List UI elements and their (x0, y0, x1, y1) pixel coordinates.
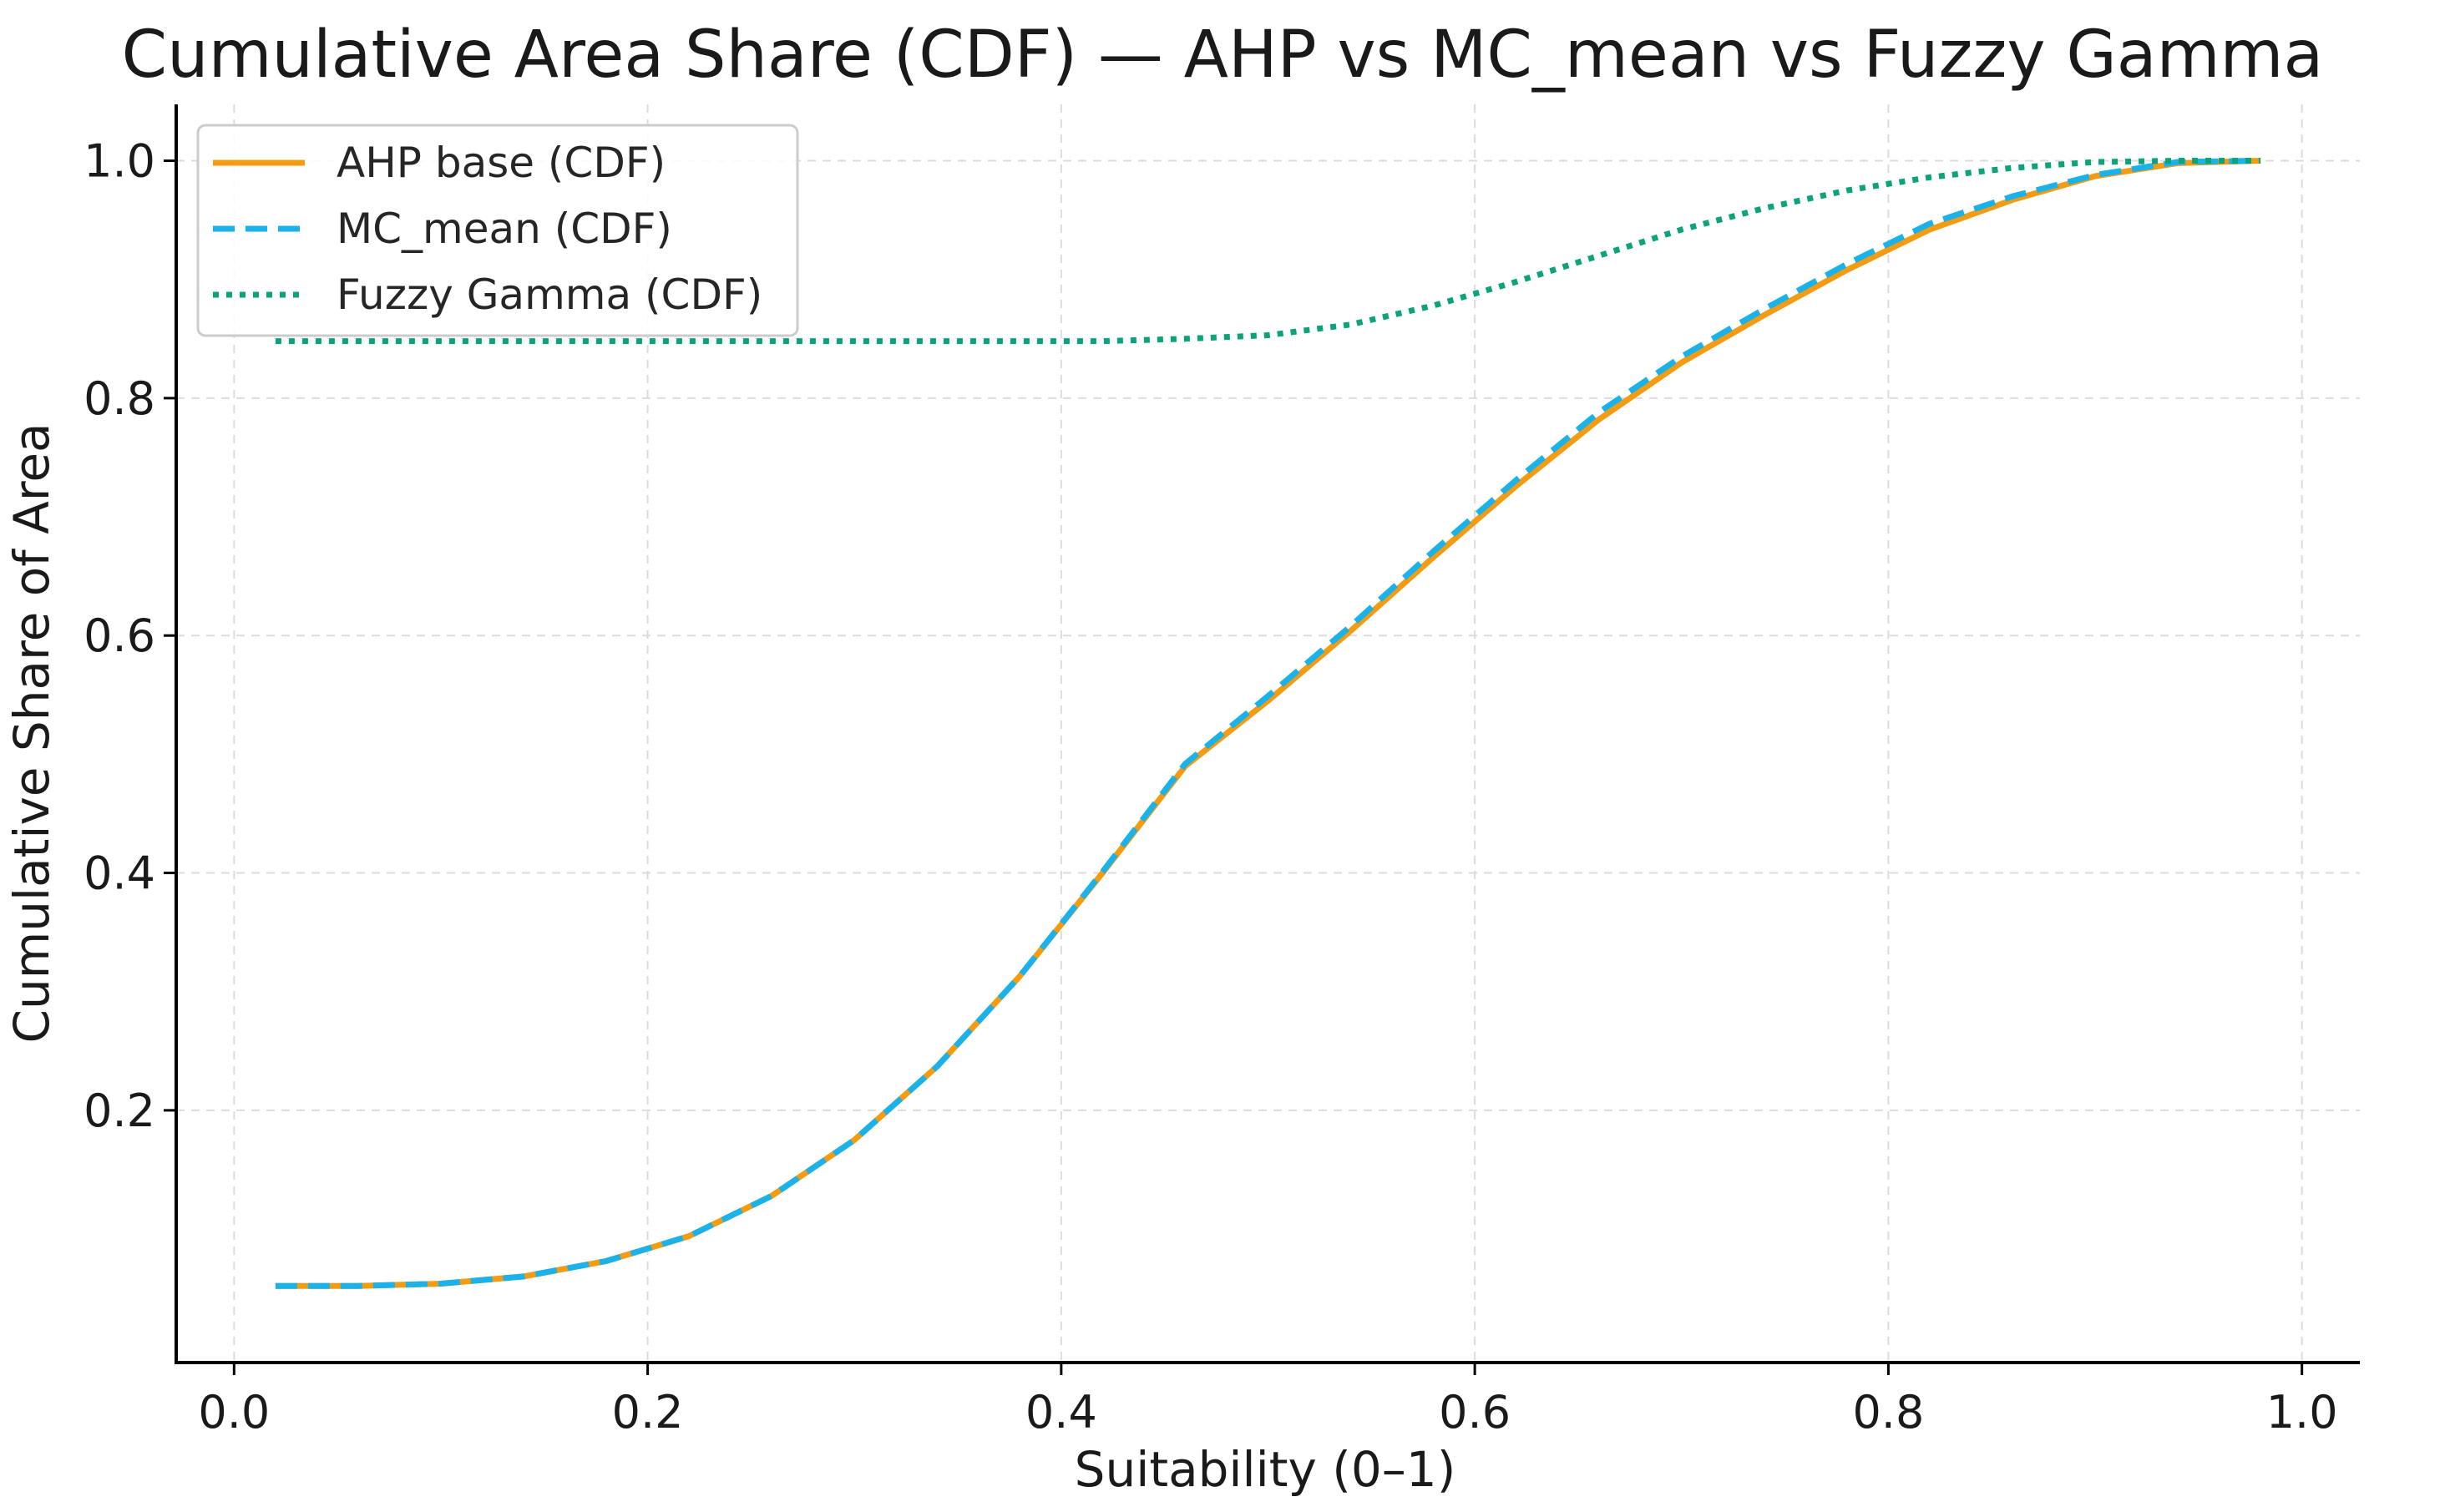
legend-box (196, 124, 799, 337)
x-tick-label: 0.0 (198, 1386, 270, 1439)
ticks: 0.0 0.2 0.4 0.6 0.8 1.0 0.2 0.4 0.6 0.8 1.0 (84, 135, 2337, 1439)
series-line-mc-mean-cdf (275, 158, 2261, 1289)
legend-label: MC_mean (CDF) (337, 205, 672, 253)
y-tick-label: 0.6 (84, 609, 155, 662)
legend: AHP base (CDF) MC_mean (CDF) Fuzzy Gamma (… (196, 124, 799, 337)
x-axis-label: Suitability (0–1) (1075, 1441, 1456, 1498)
y-tick-label: 0.2 (84, 1085, 155, 1137)
y-tick-label: 1.0 (84, 135, 155, 188)
x-tick-label: 1.0 (2266, 1386, 2338, 1439)
legend-label: AHP base (CDF) (337, 139, 666, 187)
x-tick-label: 0.6 (1439, 1386, 1511, 1439)
y-axis-label: Cumulative Share of Area (3, 422, 60, 1043)
series-line-fuzzy-gamma-cdf (275, 158, 2261, 345)
chart-title: Cumulative Area Share (CDF) — AHP vs MC_… (122, 18, 2324, 93)
axes (175, 104, 2360, 1364)
series-layer (275, 158, 2261, 1289)
y-tick-label: 0.8 (84, 372, 155, 425)
x-tick-label: 0.8 (1852, 1386, 1924, 1439)
x-tick-label: 0.4 (1025, 1386, 1097, 1439)
legend-label: Fuzzy Gamma (CDF) (337, 271, 762, 319)
x-tick-label: 0.2 (612, 1386, 684, 1439)
y-tick-label: 0.4 (84, 847, 155, 900)
